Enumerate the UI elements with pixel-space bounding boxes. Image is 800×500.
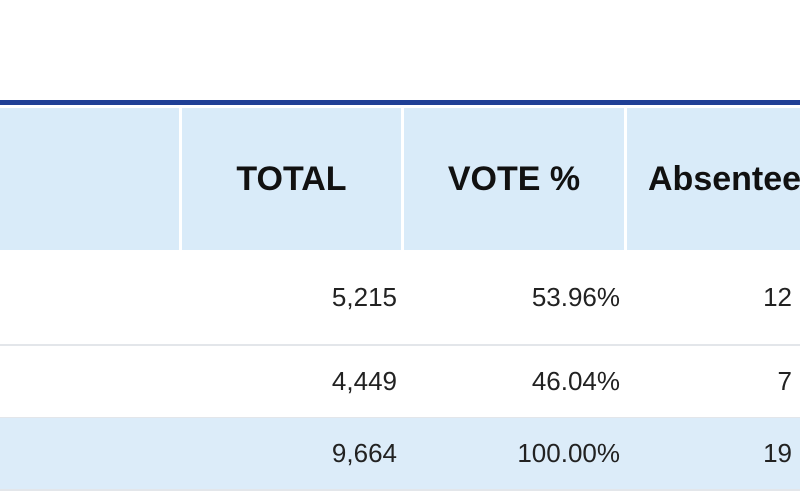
header-cell: Absentee xyxy=(627,108,800,250)
table-row: 4,449 46.04% 7 xyxy=(0,345,800,419)
table-cell: 19 xyxy=(763,438,792,468)
table-cell: 7 xyxy=(777,365,792,396)
header-rule xyxy=(0,100,800,105)
header-label: TOTAL xyxy=(236,159,347,198)
table-cell: 4,449 xyxy=(331,365,397,396)
table-cell: 5,215 xyxy=(331,281,397,312)
table-cell: 12 xyxy=(763,281,792,312)
header-cell: VOTE % xyxy=(404,108,624,250)
table-cell: 9,664 xyxy=(331,438,397,468)
table-row: 9,664 100.00% 19 xyxy=(0,418,800,491)
table-cell: 100.00% xyxy=(517,438,620,468)
header-cell: TOTAL xyxy=(182,108,401,250)
table-cell: 53.96% xyxy=(531,281,620,312)
header-label: Absentee xyxy=(648,159,800,198)
header-cell xyxy=(0,108,179,250)
table-cell: 46.04% xyxy=(531,365,620,396)
header-label: VOTE % xyxy=(447,159,581,198)
table-row: 5,215 53.96% 12 xyxy=(0,250,800,346)
